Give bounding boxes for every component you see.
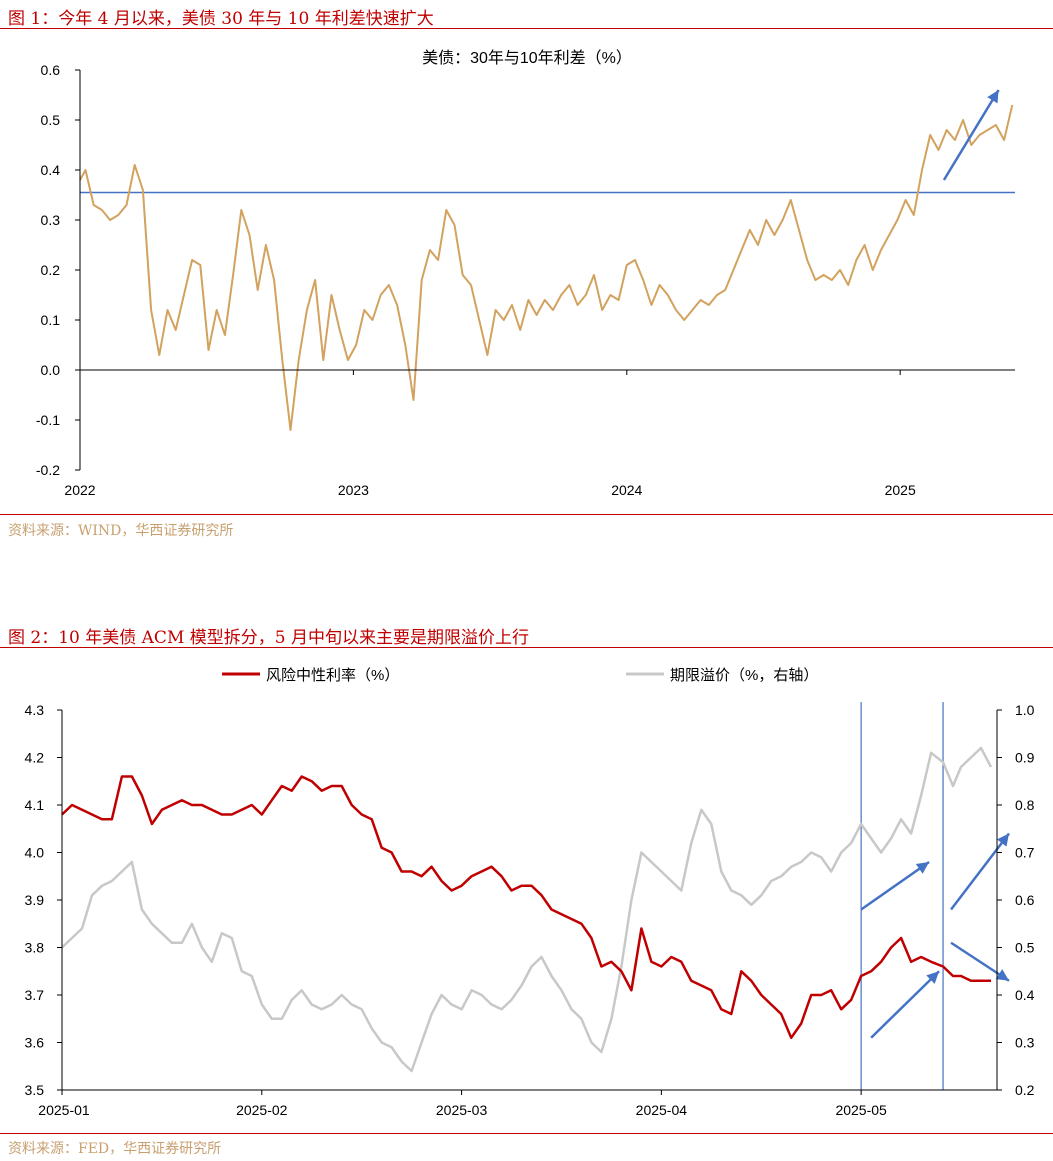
figure1-top-rule xyxy=(0,28,1053,29)
figure1-source: 资料来源：WIND，华西证券研究所 xyxy=(8,523,234,539)
chart2-y-right-tick-label: 1.0 xyxy=(1015,702,1035,718)
chart1-x-tick-label: 2025 xyxy=(885,482,916,498)
chart2-y-right-tick-label: 0.2 xyxy=(1015,1082,1035,1098)
chart2-x-tick-label: 2025-03 xyxy=(436,1102,488,1118)
chart1-x-tick-label: 2024 xyxy=(611,482,642,498)
chart2-y-right-tick-label: 0.3 xyxy=(1015,1035,1035,1051)
chart2-legend: 风险中性利率（%） 期限溢价（%，右轴） xyxy=(222,667,818,684)
chart2-y-right-tick-label: 0.4 xyxy=(1015,987,1035,1003)
chart2-y-left-tick-label: 4.1 xyxy=(25,797,45,813)
figure1-chart: 美债：30年与10年利差（%） 0.6 0.5 0.4 0.3 0.2 0.1 0.0 -0.… xyxy=(36,49,1015,498)
chart1-y-tick-label: 0.2 xyxy=(41,262,61,278)
chart1-title: 美债：30年与10年利差（%） xyxy=(422,49,632,67)
chart2-arrow-0-head xyxy=(915,862,930,874)
chart2-y-left-tick-label: 4.0 xyxy=(25,845,45,861)
chart2-x-tick-label: 2025-04 xyxy=(636,1102,688,1118)
chart2-y-left-tick-label: 3.5 xyxy=(25,1082,45,1098)
chart2-y-right-tick-label: 0.9 xyxy=(1015,750,1035,766)
chart1-y-tick-label: -0.1 xyxy=(36,412,60,428)
chart2-x-tick-label: 2025-02 xyxy=(236,1102,288,1118)
legend-label-risk-neutral: 风险中性利率（%） xyxy=(266,667,399,684)
chart2-y-right-tick-label: 0.5 xyxy=(1015,940,1035,956)
chart2-arrow-3 xyxy=(950,941,1010,982)
chart1-x-tick-label: 2023 xyxy=(338,482,369,498)
chart1-y-tick-label: 0.6 xyxy=(41,62,61,78)
chart2-y-left-tick-label: 3.8 xyxy=(25,940,45,956)
chart1-y-tick-label: -0.2 xyxy=(36,462,60,478)
chart1-x-tick-label: 2022 xyxy=(64,482,95,498)
chart2-y-left-tick-label: 3.9 xyxy=(25,892,45,908)
figure2-bottom-rule xyxy=(0,1133,1053,1134)
chart1-arrow-0 xyxy=(942,89,1000,181)
legend-label-term-premium: 期限溢价（%，右轴） xyxy=(670,667,818,684)
chart2-y-left-tick-label: 4.3 xyxy=(25,702,45,718)
chart2-x-tick-label: 2025-01 xyxy=(38,1102,90,1118)
chart2-term-premium-line xyxy=(61,746,993,1073)
chart2-arrow-2-head xyxy=(996,833,1009,847)
chart1-series-line xyxy=(79,104,1014,431)
chart2-arrow-3-head xyxy=(995,969,1009,981)
chart2-y-left-tick-label: 3.6 xyxy=(25,1035,45,1051)
chart2-arrow-0-shaft xyxy=(860,860,930,911)
chart1-arrow-0-head xyxy=(987,90,999,104)
chart2-y-left-tick-label: 3.7 xyxy=(25,987,45,1003)
chart2-arrow-1-shaft xyxy=(870,970,940,1039)
chart2-arrow-1 xyxy=(870,970,940,1039)
chart2-x-tick-label: 2025-05 xyxy=(835,1102,887,1118)
chart2-y-right-tick-label: 0.7 xyxy=(1015,845,1035,861)
chart1-y-tick-label: 0.0 xyxy=(41,362,61,378)
figure2-top-rule xyxy=(0,647,1053,648)
figure2-chart: 风险中性利率（%） 期限溢价（%，右轴） 4.3 4.2 4.1 4.0 3.9 3.8 3… xyxy=(25,667,1035,1118)
chart2-risk-neutral-line xyxy=(61,775,991,1040)
chart2-arrow-0 xyxy=(860,860,930,911)
chart2-y-left-tick-label: 4.2 xyxy=(25,750,45,766)
figure2-source: 资料来源：FED，华西证券研究所 xyxy=(8,1141,222,1157)
chart1-y-tick-label: 0.5 xyxy=(41,112,61,128)
chart2-arrow-2-shaft xyxy=(950,832,1010,911)
figure2-caption: 图 2：10 年美债 ACM 模型拆分，5 月中旬以来主要是期限溢价上行 xyxy=(8,628,529,648)
chart1-y-tick-label: 0.4 xyxy=(41,162,61,178)
chart1-y-tick-label: 0.3 xyxy=(41,212,61,228)
chart2-y-right-tick-label: 0.6 xyxy=(1015,892,1035,908)
chart2-y-right-tick-label: 0.8 xyxy=(1015,797,1035,813)
chart1-y-tick-label: 0.1 xyxy=(41,312,61,328)
chart2-arrow-1-head xyxy=(926,971,940,984)
figure1-caption: 图 1：今年 4 月以来，美债 30 年与 10 年利差快速扩大 xyxy=(8,9,434,29)
figure1-bottom-rule xyxy=(0,514,1053,515)
chart1-arrow-0-shaft xyxy=(942,89,1000,181)
chart2-arrow-2 xyxy=(950,832,1010,911)
